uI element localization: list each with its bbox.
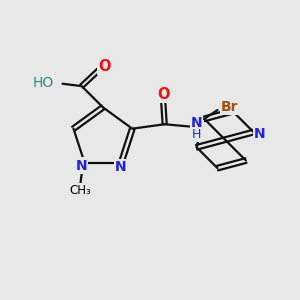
- Text: HO: HO: [33, 76, 54, 90]
- Text: O: O: [98, 59, 110, 74]
- Text: CH₃: CH₃: [69, 184, 91, 197]
- Text: N: N: [254, 127, 266, 140]
- Text: N: N: [75, 159, 87, 172]
- Text: H: H: [192, 128, 201, 141]
- Text: Br: Br: [221, 100, 238, 114]
- Text: O: O: [157, 87, 169, 102]
- Text: N: N: [191, 116, 202, 130]
- Text: N: N: [115, 160, 127, 174]
